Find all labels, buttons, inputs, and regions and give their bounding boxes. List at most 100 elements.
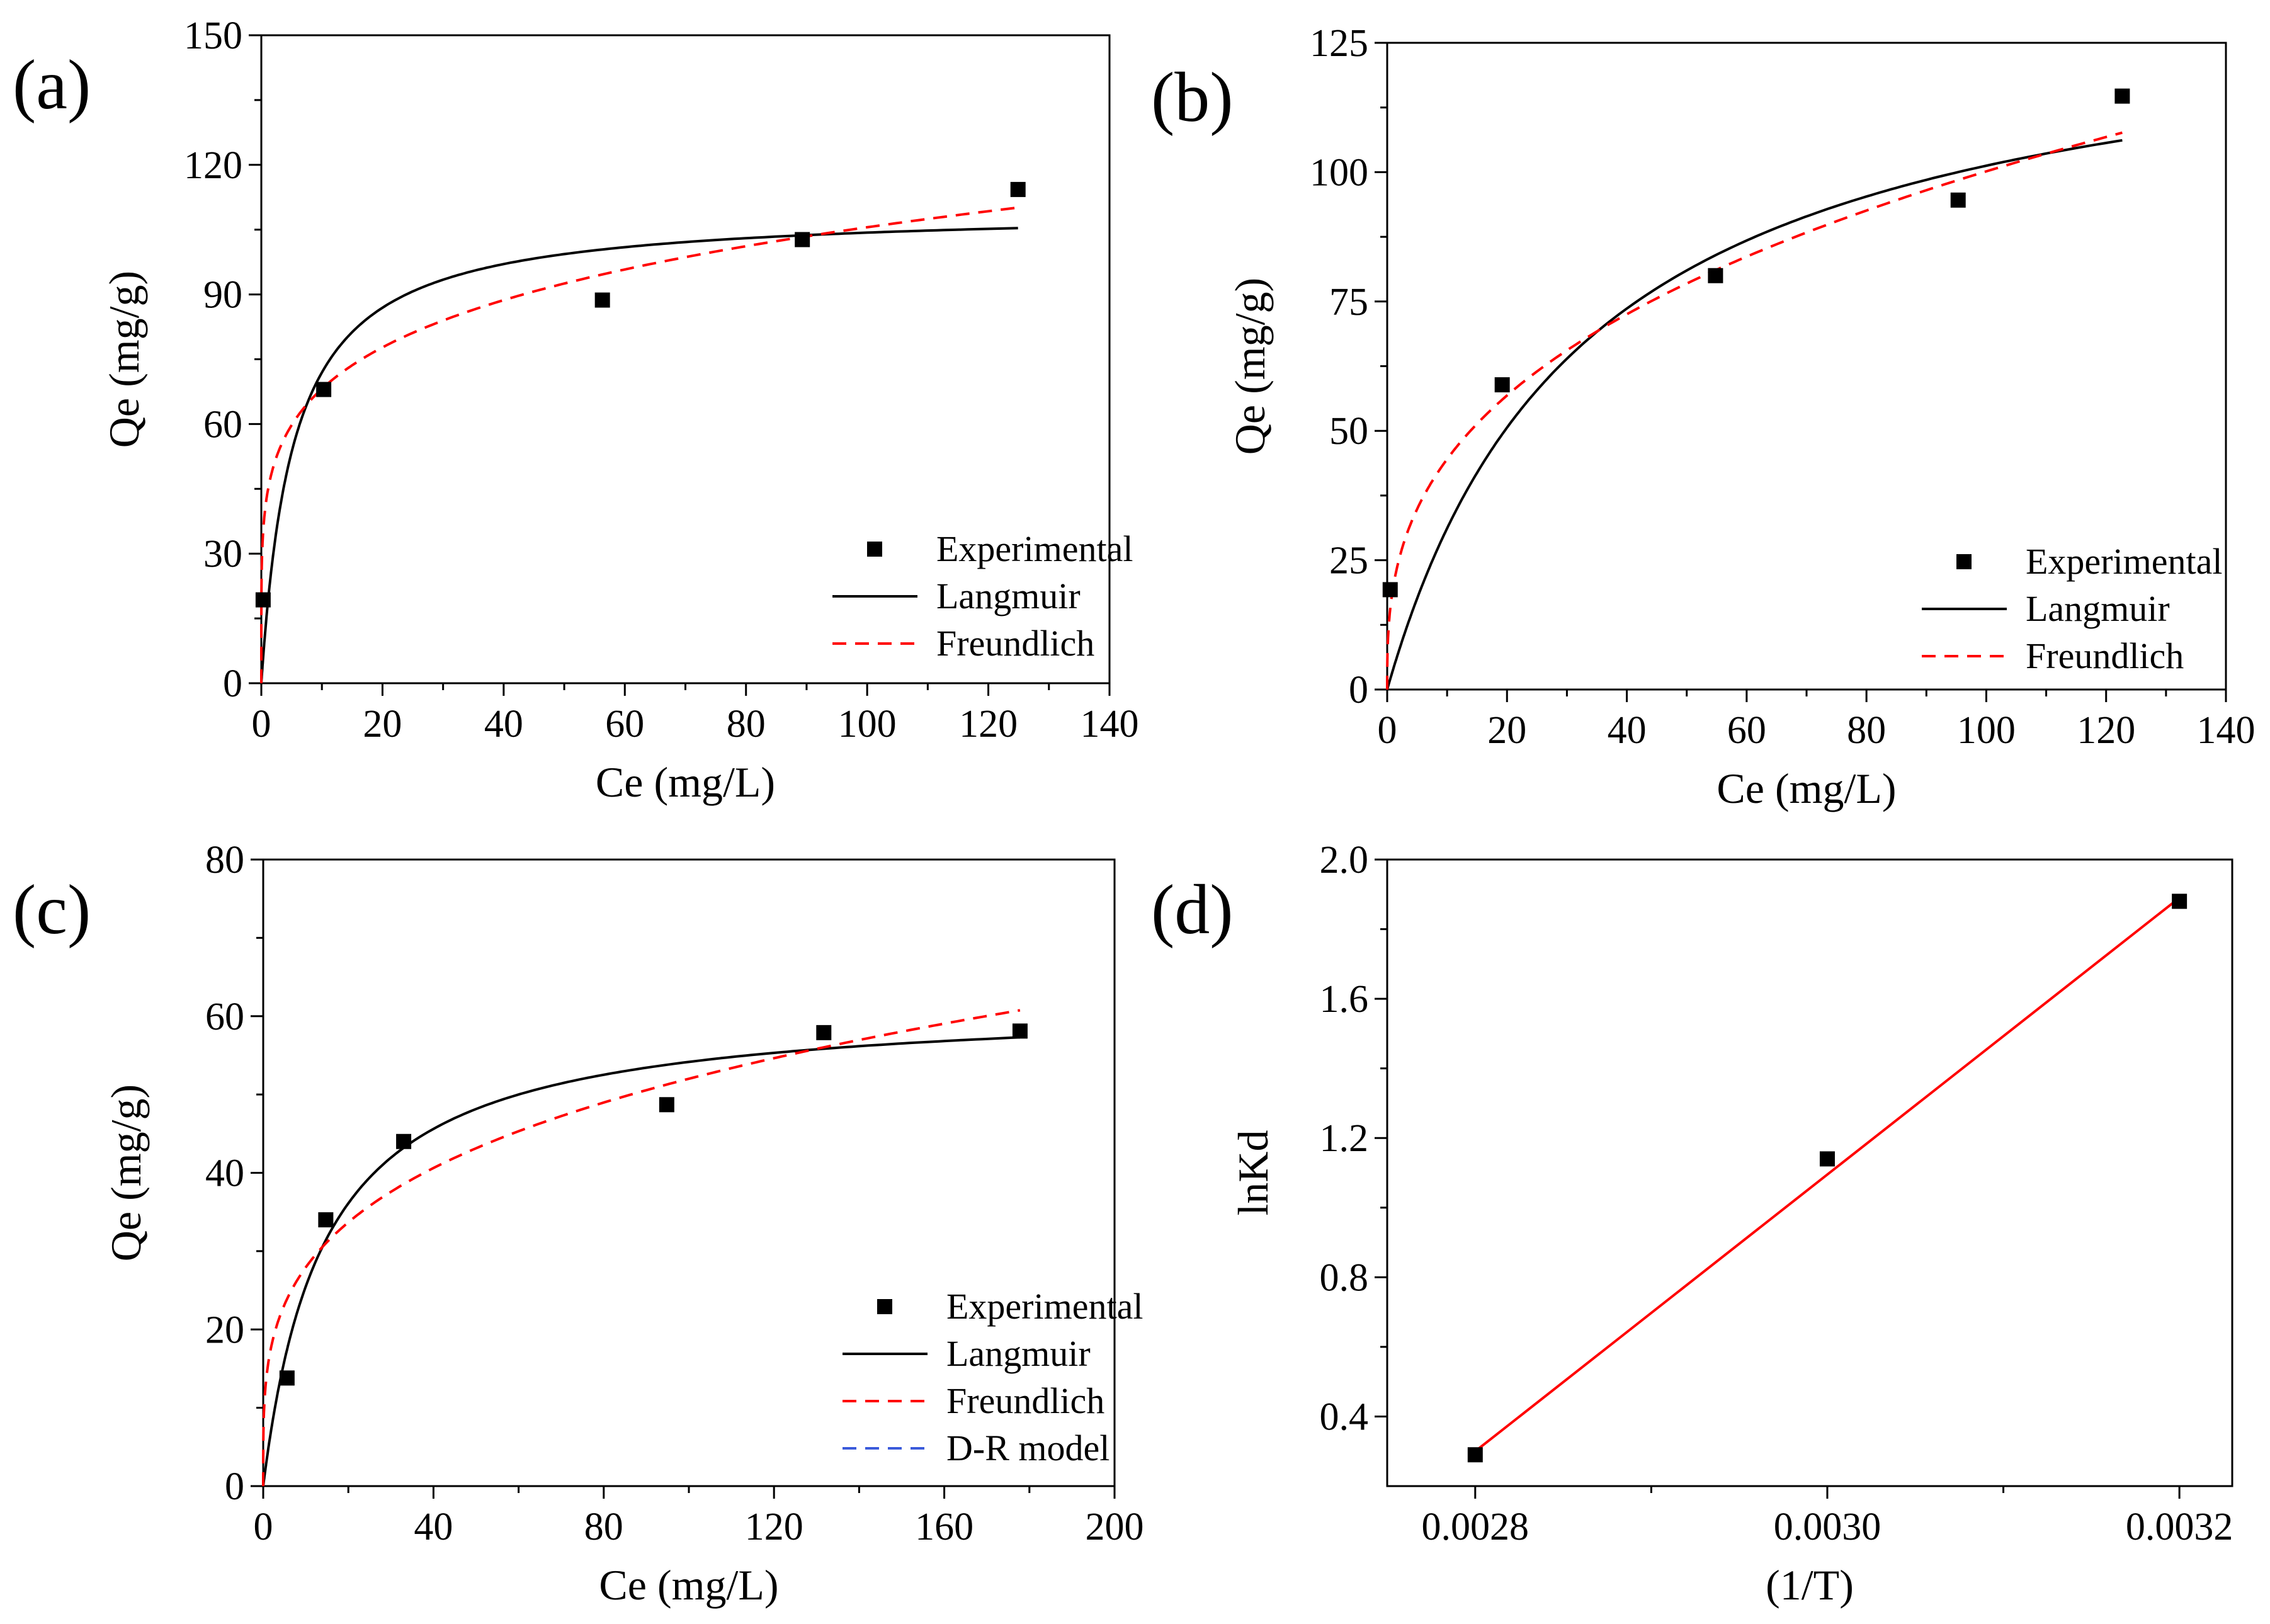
y-tick-label: 0 [223, 662, 242, 705]
x-tick-label: 80 [727, 703, 766, 746]
langmuir-curve [1386, 139, 2123, 691]
y-tick-label: 125 [1310, 22, 1368, 65]
legend-label: Langmuir [2026, 588, 2170, 629]
x-tick-label: 120 [2077, 709, 2135, 752]
y-axis-title: Qe (mg/g) [102, 1084, 150, 1261]
legend-label: Freundlich [946, 1380, 1104, 1421]
data-point [1950, 192, 1966, 208]
langmuir-curve [262, 1036, 1020, 1487]
y-tick-label: 0.8 [1320, 1256, 1369, 1299]
x-tick-label: 0 [254, 1506, 273, 1548]
y-axis-title: Qe (mg/g) [100, 271, 148, 448]
y-tick-label: 30 [203, 533, 242, 576]
x-tick-label: 80 [584, 1506, 623, 1548]
data-point [795, 232, 810, 247]
data-point [1382, 582, 1398, 598]
y-axis-title: Qe (mg/g) [1226, 278, 1274, 455]
x-tick-label: 0 [1378, 709, 1397, 752]
legend-marker [867, 542, 882, 557]
plot-frame [1386, 858, 2233, 1487]
data-point [1494, 377, 1510, 393]
y-tick-label: 40 [205, 1152, 244, 1195]
legend-label: Experimental [946, 1286, 1143, 1327]
y-tick-label: 0 [225, 1465, 244, 1508]
data-point [594, 292, 610, 308]
data-point [2114, 88, 2130, 104]
x-tick-label: 140 [1081, 703, 1139, 746]
legend-marker [877, 1299, 892, 1314]
panel-label: (a) [13, 46, 91, 124]
x-tick-label: 20 [1487, 709, 1526, 752]
x-axis-title: Ce (mg/L) [1717, 764, 1896, 812]
data-point [816, 1025, 832, 1040]
legend: Experimental Langmuir Freundlich D-R model [843, 1286, 1143, 1468]
legend-label: Langmuir [946, 1333, 1091, 1374]
y-tick-label: 80 [205, 839, 244, 882]
x-axis-title: (1/T) [1766, 1561, 1854, 1609]
freundlich-curve [1386, 131, 2123, 690]
x-tick-label: 200 [1086, 1506, 1144, 1548]
x-tick-label: 60 [605, 703, 644, 746]
y-tick-label: 25 [1329, 540, 1368, 582]
x-tick-label: 60 [1727, 709, 1766, 752]
chart-panel-3: (c) 0 40 80 120 160 200 0 20 40 60 80 Ce (mg/L) Qe (m… [13, 839, 1144, 1609]
chart-panel-4: (d) 0.0028 0.0030 0.0032 0.4 0.8 1.2 1.6 2.0 (1/T… [1151, 839, 2233, 1609]
y-tick-label: 150 [184, 14, 242, 57]
y-tick-label: 75 [1329, 281, 1368, 324]
x-tick-label: 120 [745, 1506, 803, 1548]
linear-fit-line [1474, 897, 2181, 1453]
x-tick-label: 0.0032 [2126, 1506, 2233, 1548]
legend-label: D-R model [946, 1428, 1109, 1468]
legend-label: Experimental [936, 528, 1133, 569]
x-tick-label: 40 [1608, 709, 1647, 752]
y-tick-label: 120 [184, 144, 242, 187]
data-point [1708, 268, 1723, 283]
x-tick-label: 0 [252, 703, 271, 746]
data-point [1819, 1151, 1835, 1167]
y-tick-label: 1.2 [1320, 1117, 1369, 1160]
legend-label: Langmuir [936, 576, 1081, 616]
y-tick-label: 0 [1349, 669, 1368, 712]
y-tick-label: 2.0 [1320, 839, 1369, 882]
legend-label: Experimental [2026, 541, 2222, 582]
freundlich-curve [262, 1009, 1021, 1486]
x-tick-label: 0.0028 [1422, 1506, 1529, 1548]
x-tick-label: 160 [915, 1506, 973, 1548]
x-tick-label: 140 [2197, 709, 2256, 752]
chart-panel-2: (b) 0 20 40 60 80 100 120 140 0 25 50 75 100 125 Ce (mg… [1151, 22, 2256, 812]
x-axis-title: Ce (mg/L) [596, 758, 775, 806]
langmuir-curve [260, 227, 1018, 683]
data-point [1012, 1023, 1028, 1039]
data-point [1467, 1447, 1483, 1463]
data-point [316, 382, 332, 397]
data-point [279, 1370, 295, 1386]
y-tick-label: 0.4 [1320, 1395, 1369, 1438]
y-tick-label: 100 [1310, 151, 1368, 194]
x-axis-title: Ce (mg/L) [599, 1561, 778, 1609]
legend-label: Freundlich [2026, 635, 2184, 676]
data-point [2172, 894, 2188, 909]
legend-marker [1956, 554, 1972, 569]
data-point [318, 1212, 334, 1228]
y-tick-label: 60 [203, 403, 242, 446]
freundlich-curve [260, 206, 1018, 683]
data-point [1010, 181, 1026, 197]
legend-label: Freundlich [936, 623, 1094, 664]
x-tick-label: 20 [363, 703, 402, 746]
data-point [396, 1133, 412, 1149]
panel-label: (c) [13, 871, 91, 949]
data-point [255, 592, 271, 608]
chart-panel-1: (a) 0 20 40 60 80 100 120 140 0 30 60 90 120 150 Ce (mg… [13, 14, 1139, 806]
x-tick-label: 100 [1957, 709, 2016, 752]
y-tick-label: 1.6 [1320, 978, 1369, 1021]
panel-label: (d) [1151, 871, 1234, 949]
panel-label: (b) [1151, 59, 1234, 137]
legend: Experimental Langmuir Freundlich [832, 528, 1133, 664]
y-axis-title: lnKd [1229, 1130, 1277, 1216]
data-point [659, 1097, 674, 1113]
x-tick-label: 0.0030 [1774, 1506, 1881, 1548]
legend: Experimental Langmuir Freundlich [1922, 541, 2222, 676]
x-tick-label: 40 [484, 703, 523, 746]
x-tick-label: 40 [414, 1506, 453, 1548]
